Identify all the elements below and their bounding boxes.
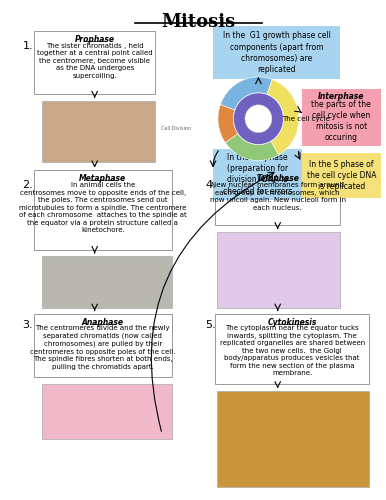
Text: The cell cycle: The cell cycle	[283, 116, 330, 121]
Text: In the S phase of
the cell cycle DNA
is replicated: In the S phase of the cell cycle DNA is …	[306, 160, 376, 191]
Wedge shape	[218, 104, 238, 142]
Text: Prophase: Prophase	[74, 35, 115, 44]
Text: 4.: 4.	[205, 180, 216, 190]
Text: In animal cells the
centrosomes move to opposite ends of the cell,
the poles. Th: In animal cells the centrosomes move to …	[19, 182, 187, 233]
Text: The sister chromatids , held
together at a central point called
the centromere, : The sister chromatids , held together at…	[37, 43, 152, 79]
Bar	[217, 232, 340, 308]
Text: 1.: 1.	[22, 41, 33, 51]
Bar	[213, 26, 340, 79]
Bar	[302, 89, 381, 146]
Text: 5.: 5.	[205, 320, 216, 330]
Bar	[215, 314, 369, 384]
Text: New nuclear membranes form around
each group of chromosomes, which
now uncoil ag: New nuclear membranes form around each g…	[210, 182, 346, 210]
Bar	[34, 31, 155, 94]
Circle shape	[234, 93, 283, 144]
Wedge shape	[267, 80, 299, 155]
Wedge shape	[220, 77, 272, 110]
Bar	[217, 391, 369, 486]
Text: Anaphase: Anaphase	[82, 318, 124, 326]
Text: Mitosis: Mitosis	[162, 14, 236, 32]
Text: In the G2 phase
(preparation for
division) DNA is
checked for errors: In the G2 phase (preparation for divisio…	[223, 154, 292, 196]
Text: In the  G1 growth phase cell
components (apart from
chromosomes) are
replicated: In the G1 growth phase cell components (…	[223, 32, 331, 74]
Bar	[34, 314, 172, 378]
Text: The centromeres divide and the newly
separated chromatids (now called
chromosome: The centromeres divide and the newly sep…	[30, 326, 176, 370]
Wedge shape	[225, 134, 279, 160]
Text: 2.: 2.	[22, 180, 33, 190]
Text: Cell Division: Cell Division	[161, 126, 191, 131]
Text: the parts of the
cell cycle when
mitosis is not
occuring: the parts of the cell cycle when mitosis…	[312, 100, 371, 142]
Text: Cytokinesis: Cytokinesis	[267, 318, 317, 326]
Circle shape	[245, 105, 272, 132]
Bar	[302, 152, 381, 198]
Text: The cytoplasm near the equator tucks
inwards, splitting the cytoplasm. The
repli: The cytoplasm near the equator tucks inw…	[220, 326, 365, 376]
Bar	[34, 170, 172, 250]
Text: Telophase: Telophase	[256, 174, 299, 184]
Text: Interphase: Interphase	[318, 92, 364, 101]
Bar	[42, 101, 155, 162]
Bar	[213, 148, 302, 201]
Bar	[42, 256, 172, 308]
Bar	[42, 384, 172, 439]
Text: 3.: 3.	[22, 320, 33, 330]
Bar	[215, 170, 340, 225]
Text: Metaphase: Metaphase	[79, 174, 127, 184]
